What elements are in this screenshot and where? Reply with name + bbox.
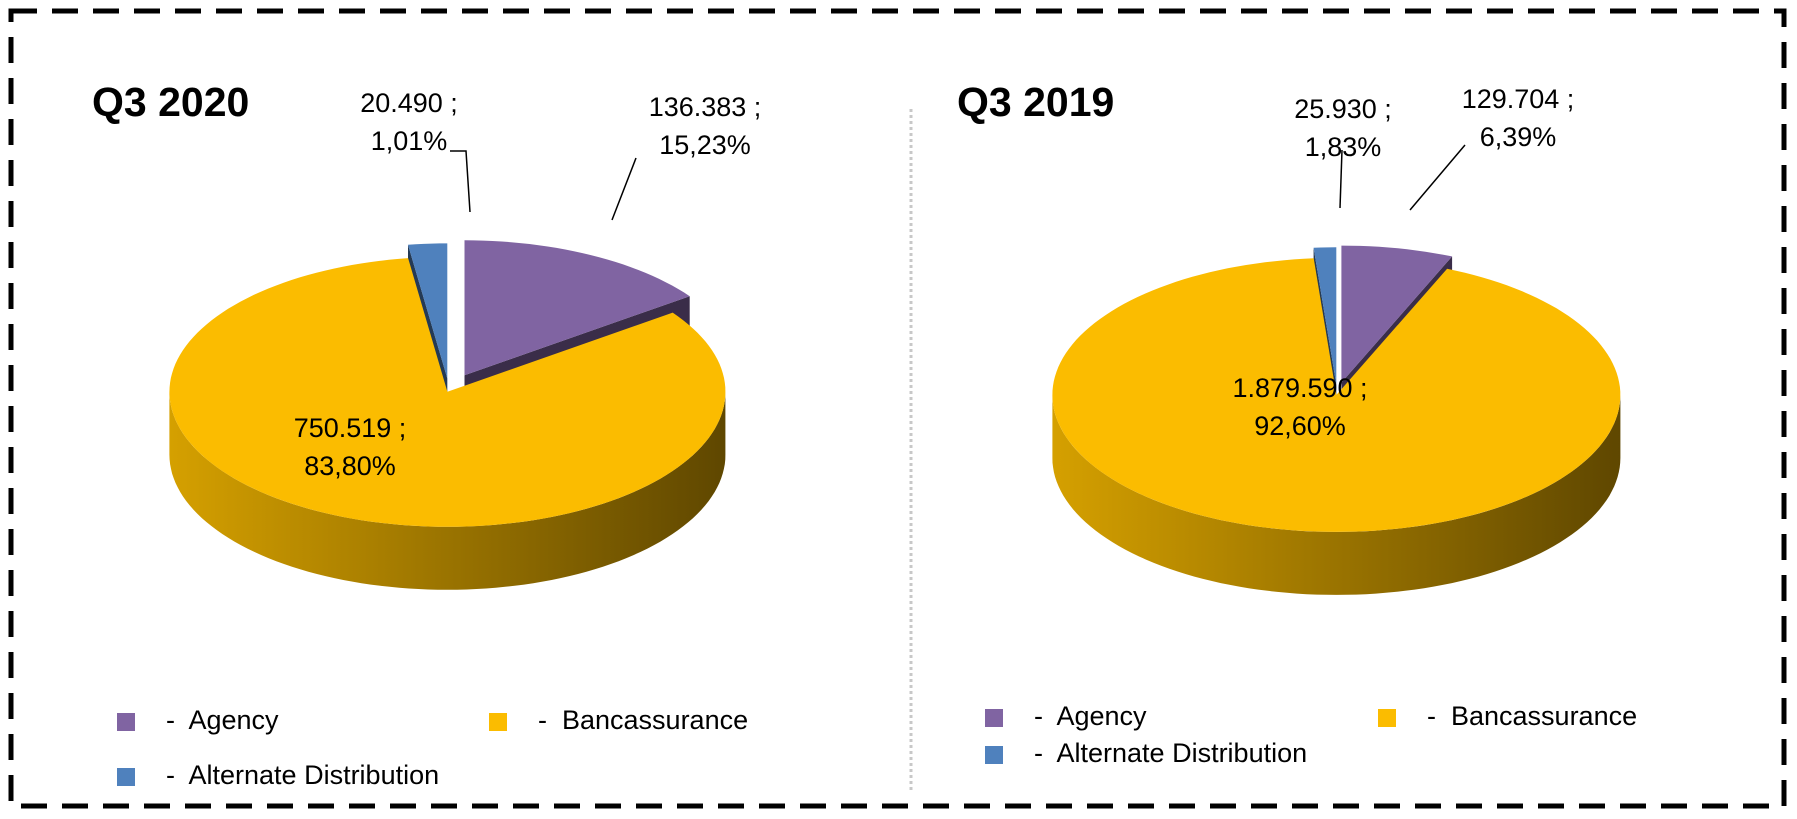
chart-title: Q3 2019: [957, 79, 1114, 125]
slice: [464, 240, 690, 376]
slice-side: [1052, 394, 1621, 595]
leader-line: [611, 157, 637, 221]
legend-label: - Agency: [1034, 701, 1147, 731]
legend-swatch: [985, 709, 1003, 727]
data-label: 83,80%: [304, 451, 396, 481]
slice-side: [169, 391, 726, 590]
slice: [1341, 245, 1453, 383]
legend-swatch: [489, 713, 507, 731]
data-label: 15,23%: [659, 130, 751, 160]
legend-swatch: [117, 713, 135, 731]
data-label: 129.704 ;: [1462, 84, 1575, 114]
slice: [408, 243, 448, 379]
slice: [1313, 247, 1337, 385]
legend-label: - Alternate Distribution: [166, 760, 439, 790]
legend-swatch: [985, 746, 1003, 764]
legend-swatch: [1378, 709, 1396, 727]
legend-label: - Agency: [166, 705, 279, 735]
slice: [169, 258, 726, 527]
leader-line: [450, 150, 471, 213]
data-label: 20.490 ;: [360, 88, 458, 118]
legend-label: - Bancassurance: [1427, 701, 1637, 731]
leader-line: [1409, 144, 1466, 211]
data-label: 1.879.590 ;: [1232, 373, 1367, 403]
slice: [1052, 258, 1621, 532]
data-label: 1,01%: [371, 126, 448, 156]
leader-line: [1339, 149, 1343, 209]
data-label: 25.930 ;: [1294, 94, 1392, 124]
data-label: 136.383 ;: [649, 92, 762, 122]
data-label: 750.519 ;: [294, 413, 407, 443]
data-label: 1,83%: [1305, 132, 1382, 162]
dashed-border: [8, 8, 1787, 809]
data-label: 92,60%: [1254, 411, 1346, 441]
chart-title: Q3 2020: [92, 79, 249, 125]
legend-swatch: [117, 768, 135, 786]
legend-label: - Alternate Distribution: [1034, 738, 1307, 768]
legend-label: - Bancassurance: [538, 705, 748, 735]
data-label: 6,39%: [1480, 122, 1557, 152]
